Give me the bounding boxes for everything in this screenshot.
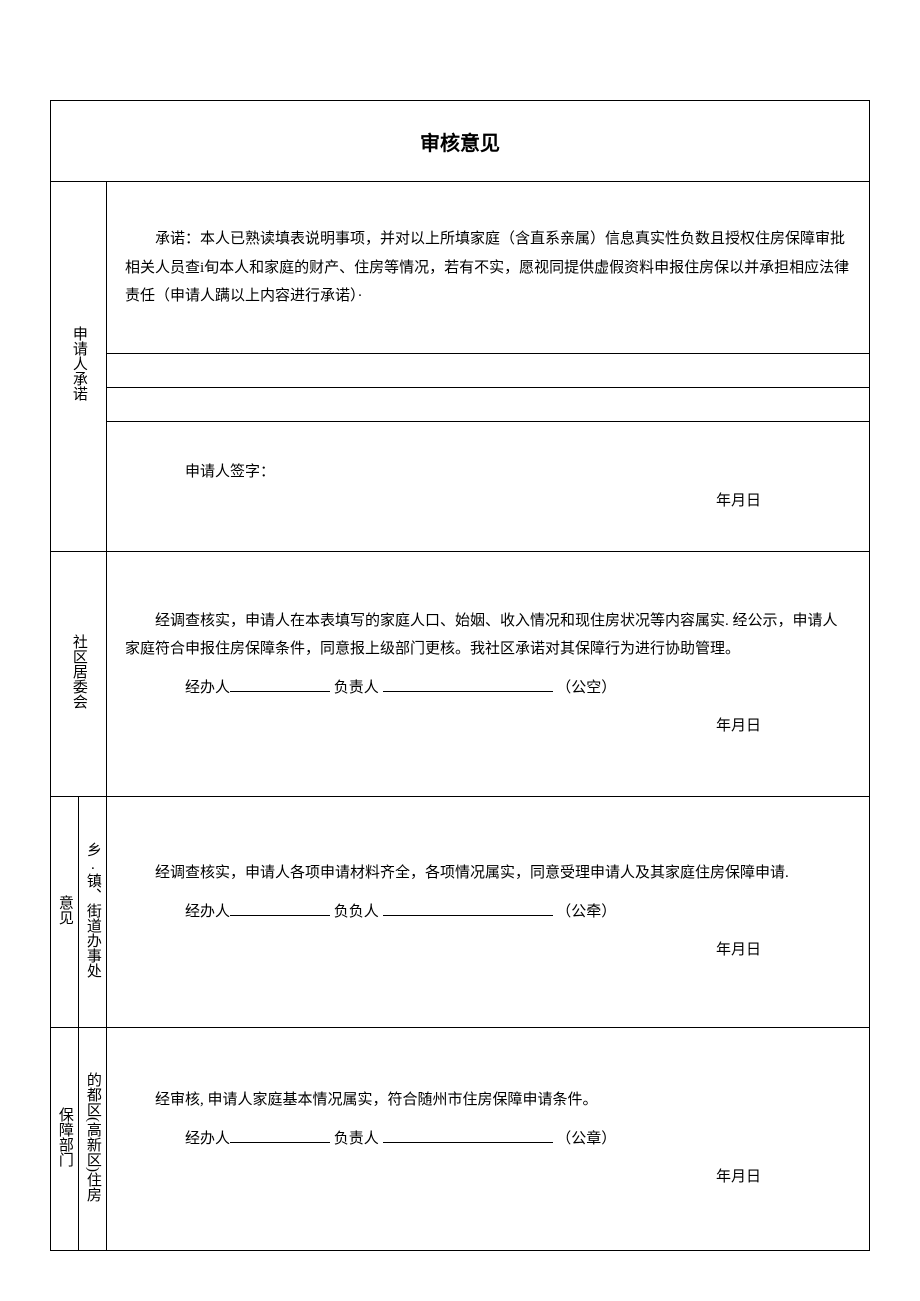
community-seal-label: （公空） [556,680,616,696]
label-district-dept: 保障部门 [51,1028,79,1251]
township-date: 年月日 [125,936,851,965]
township-body: 经调查核实，申请人各项申请材料齐全，各项情况属实，同意受理申请人及其家庭住房保障… [125,859,851,888]
promise-signature-block: 申请人签字： 年月日 [107,422,870,551]
signature-label: 申请人签字： [185,464,275,480]
review-form-table: 审核意见 申请人承诺 承诺：本人已熟读填表说明事项，并对以上所填家庭（含直系亲属… [50,100,870,1251]
community-handler-label: 经办人 [185,680,230,696]
community-body: 经调查核实，申请人在本表填写的家庭人口、始姻、收入情况和现住房状况等内容属实. … [125,607,851,664]
label-district-housing: 的都区(高新区)住房 [79,1028,107,1251]
district-leader-label: 负责人 [334,1131,379,1147]
promise-date: 年月日 [125,487,851,516]
township-seal-label: （公牵） [556,904,616,920]
community-leader-label: 负责人 [334,680,379,696]
label-township-opinion: 意见 [51,796,79,1028]
district-body: 经审核, 申请人家庭基本情况属实，符合随州市住房保障申请条件。 [125,1086,851,1115]
label-township: 乡.镇、街道办事处 [79,796,107,1028]
label-community: 社区居委会 [51,551,107,796]
label-applicant-promise: 申请人承诺 [51,182,107,552]
district-seal-label: （公章） [556,1131,616,1147]
township-handler-label: 经办人 [185,904,230,920]
community-date: 年月日 [125,712,851,741]
promise-blank-line-2 [107,388,870,422]
promise-body: 承诺：本人已熟读填表说明事项，并对以上所填家庭（含直系亲属）信息真实性负数且授权… [125,225,851,311]
content-district: 经审核, 申请人家庭基本情况属实，符合随州市住房保障申请条件。 经办人 负责人 … [107,1028,870,1251]
township-leader-label: 负负人 [334,904,379,920]
content-township: 经调查核实，申请人各项申请材料齐全，各项情况属实，同意受理申请人及其家庭住房保障… [107,796,870,1028]
promise-blank-line-1 [107,354,870,388]
form-title: 审核意见 [51,101,870,182]
district-date: 年月日 [125,1163,851,1192]
district-handler-label: 经办人 [185,1131,230,1147]
content-applicant-promise: 承诺：本人已熟读填表说明事项，并对以上所填家庭（含直系亲属）信息真实性负数且授权… [107,182,870,354]
content-community: 经调查核实，申请人在本表填写的家庭人口、始姻、收入情况和现住房状况等内容属实. … [107,551,870,796]
